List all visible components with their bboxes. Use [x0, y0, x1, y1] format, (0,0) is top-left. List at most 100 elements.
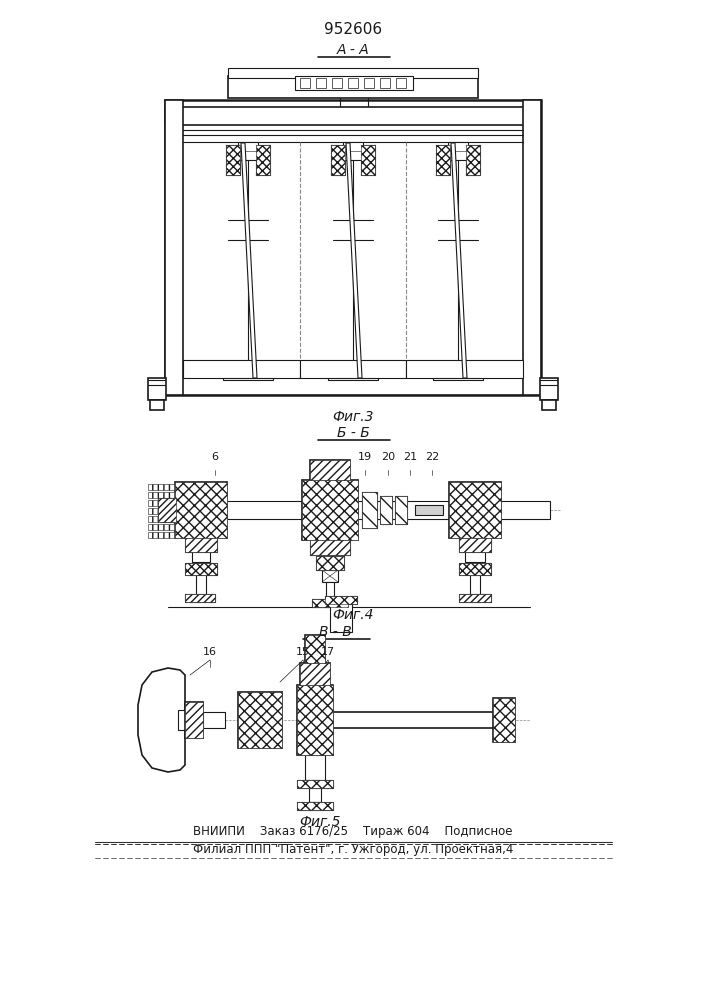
Text: 17: 17 — [321, 647, 335, 657]
Bar — [333, 712, 513, 728]
Bar — [165, 377, 541, 395]
Bar — [493, 698, 515, 742]
Bar — [523, 100, 541, 395]
Bar — [178, 710, 186, 730]
Bar — [158, 498, 176, 522]
Bar — [540, 378, 558, 400]
Bar — [380, 496, 392, 524]
Bar — [165, 100, 541, 395]
Bar — [330, 602, 352, 632]
Bar — [449, 482, 501, 538]
Bar — [448, 142, 468, 160]
Bar — [305, 755, 325, 780]
Polygon shape — [346, 143, 362, 378]
Bar — [309, 788, 321, 802]
Bar — [185, 594, 215, 602]
Text: А - А: А - А — [337, 43, 369, 57]
Bar — [312, 599, 348, 607]
Bar — [185, 702, 203, 738]
Bar — [459, 538, 491, 552]
Bar — [295, 76, 413, 90]
Bar — [238, 142, 258, 160]
Bar — [185, 538, 217, 552]
Bar — [238, 692, 282, 748]
Text: 20: 20 — [381, 452, 395, 462]
Bar — [322, 570, 338, 582]
Text: Фиг.5: Фиг.5 — [299, 815, 341, 829]
Bar — [185, 702, 203, 738]
Bar — [148, 484, 175, 490]
Bar — [175, 501, 550, 519]
Bar — [300, 360, 406, 378]
Bar — [305, 635, 325, 663]
Bar — [362, 492, 377, 528]
Bar — [395, 496, 407, 524]
Bar — [325, 596, 357, 604]
Bar — [343, 142, 363, 160]
Bar — [256, 145, 270, 175]
Bar — [380, 496, 392, 524]
Bar — [185, 538, 217, 552]
Bar — [459, 563, 491, 575]
Text: В - В: В - В — [319, 625, 351, 639]
Bar — [465, 552, 485, 562]
Bar — [297, 685, 333, 755]
Bar — [228, 76, 478, 98]
Bar — [326, 582, 334, 600]
Bar — [332, 78, 342, 88]
Bar — [203, 712, 225, 728]
Bar — [256, 145, 270, 175]
Bar — [310, 460, 350, 480]
Bar — [150, 400, 164, 410]
Bar — [542, 400, 556, 410]
Bar — [436, 145, 450, 175]
Text: Б - Б: Б - Б — [337, 426, 369, 440]
Bar — [148, 516, 175, 522]
Bar — [297, 802, 333, 810]
Polygon shape — [241, 143, 257, 378]
Bar — [175, 482, 227, 538]
Bar — [449, 482, 501, 538]
Text: 16: 16 — [203, 647, 217, 657]
Bar — [302, 480, 358, 540]
Bar — [165, 100, 183, 395]
Bar — [348, 78, 358, 88]
Bar — [148, 492, 175, 498]
Text: 19: 19 — [358, 452, 372, 462]
Bar — [361, 145, 375, 175]
Polygon shape — [451, 143, 467, 378]
Text: Фиг.3: Фиг.3 — [332, 410, 374, 424]
Bar — [325, 596, 357, 604]
Bar — [310, 540, 350, 555]
Bar — [361, 145, 375, 175]
Text: ВНИИПИ    Заказ 6176/25    Тираж 604    Подписное: ВНИИПИ Заказ 6176/25 Тираж 604 Подписное — [193, 826, 513, 838]
Bar — [459, 594, 491, 602]
Text: Фиг.4: Фиг.4 — [332, 608, 374, 622]
Bar — [148, 500, 175, 506]
Text: Филиал ППП "Патент", г. Ужгород, ул. Проектная,4: Филиал ППП "Патент", г. Ужгород, ул. Про… — [193, 844, 513, 856]
Bar — [459, 538, 491, 552]
Bar — [297, 780, 333, 788]
Bar — [228, 68, 478, 78]
Polygon shape — [138, 668, 185, 772]
Bar — [192, 552, 210, 562]
Bar — [148, 508, 175, 514]
Bar — [328, 362, 378, 380]
Bar — [300, 663, 330, 685]
Bar — [185, 563, 217, 575]
Bar — [183, 360, 300, 378]
Bar — [433, 362, 483, 380]
Bar — [148, 378, 166, 400]
Text: 21: 21 — [403, 452, 417, 462]
Bar — [165, 107, 541, 125]
Bar — [415, 505, 443, 515]
Bar — [396, 78, 406, 88]
Bar — [305, 635, 325, 663]
Bar — [395, 496, 407, 524]
Bar — [223, 362, 273, 380]
Bar — [185, 563, 217, 575]
Bar — [196, 575, 206, 595]
Bar — [364, 78, 374, 88]
Bar — [316, 556, 344, 570]
Bar — [175, 482, 227, 538]
